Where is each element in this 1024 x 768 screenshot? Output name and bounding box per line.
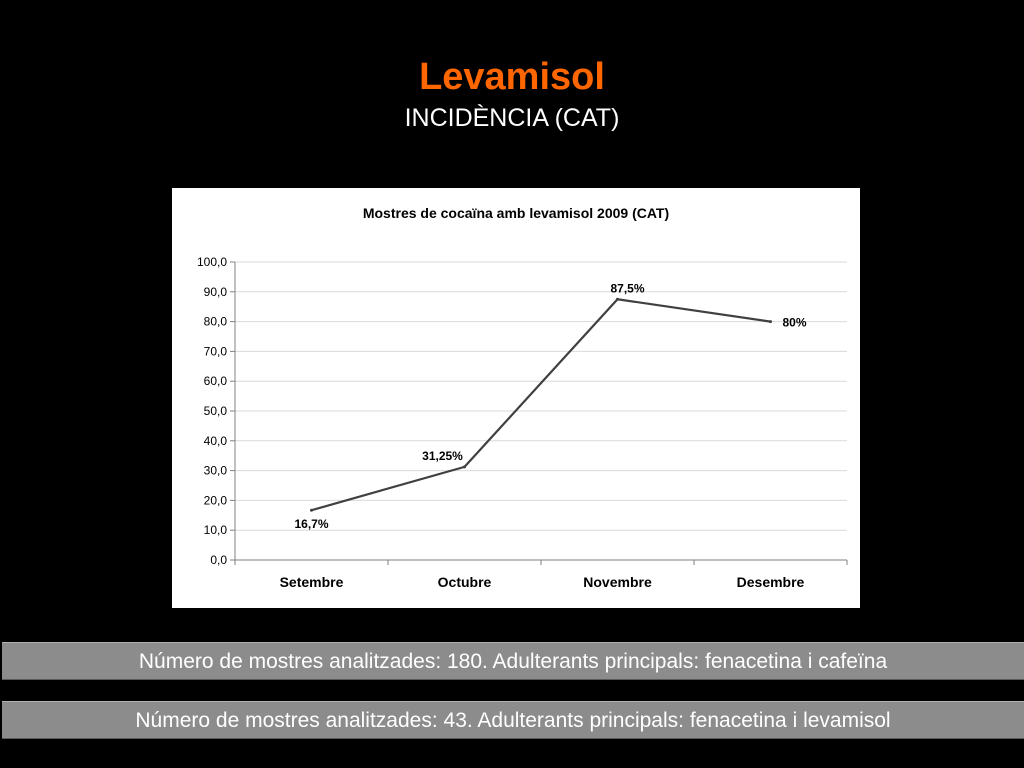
data-point [769,320,772,324]
series-layer [310,297,772,512]
y-tick-label: 60,0 [204,374,228,388]
y-tick-label: 40,0 [204,434,228,448]
line-chart: Mostres de cocaïna amb levamisol 2009 (C… [197,205,848,590]
y-tick-label: 50,0 [204,404,228,418]
data-label: 16,7% [294,517,328,531]
axes: 0,0 10,0 20,0 30,0 40,0 50,0 60,0 70,0 80,0 90,0 1… [197,255,848,590]
y-tick-label: 100,0 [197,255,227,269]
data-point [310,508,313,512]
x-tick-label: Novembre [583,574,652,590]
info-bar-second: Número de mostres analitzades: 43. Adult… [2,701,1024,739]
y-tick-label: 20,0 [204,493,228,507]
data-label: 80% [782,316,806,330]
y-tick-label: 30,0 [204,464,228,478]
y-tick-label: 0,0 [210,553,227,567]
slide-title: Levamisol [419,56,605,98]
chart-title: Mostres de cocaïna amb levamisol 2009 (C… [363,205,669,221]
series-line [311,298,771,512]
y-tick-label: 70,0 [204,344,228,358]
data-point [463,465,466,469]
data-label: 31,25% [422,449,463,463]
y-tick-label: 80,0 [204,315,228,329]
x-tick-label: Desembre [737,574,805,590]
info-bar-first: Número de mostres analitzades: 180. Adul… [2,642,1024,680]
data-label: 87,5% [610,281,644,295]
x-tick-label: Setembre [280,574,344,590]
y-tick-label: 90,0 [204,285,228,299]
slide-subtitle: INCIDÈNCIA (CAT) [404,104,620,132]
gridlines [235,261,847,531]
data-point [616,297,619,301]
y-tick-label: 10,0 [204,523,228,537]
chart-panel: Mostres de cocaïna amb levamisol 2009 (C… [172,188,860,608]
x-tick-label: Octubre [438,574,492,590]
data-labels: 16,7% 31,25% 87,5% 80% [294,281,806,531]
